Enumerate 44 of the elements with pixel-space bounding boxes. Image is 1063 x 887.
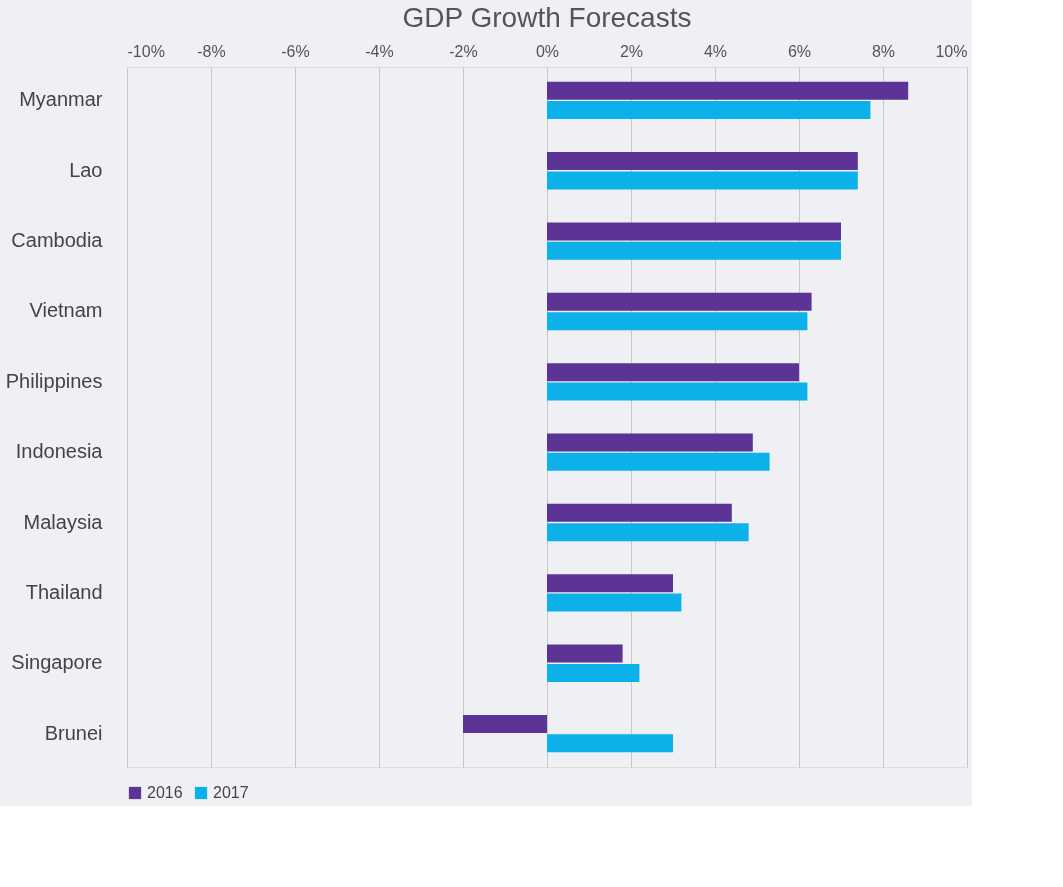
bar — [547, 574, 673, 593]
x-tick-label: 4% — [703, 42, 728, 60]
bar — [547, 523, 749, 542]
bar — [547, 503, 732, 522]
chart-title: GDP Growth Forecasts — [402, 2, 692, 33]
legend-label: 2017 — [213, 784, 249, 801]
y-tick-label: Lao — [69, 158, 103, 181]
x-tick-label: -8% — [197, 42, 226, 60]
x-tick-label: -2% — [449, 42, 478, 60]
x-tick-label: 6% — [787, 42, 812, 60]
x-tick-label: 8% — [871, 42, 896, 60]
bar — [547, 363, 799, 382]
y-tick-label: Thailand — [25, 580, 103, 603]
bar — [547, 171, 858, 190]
bar — [547, 734, 673, 753]
bar — [547, 663, 640, 682]
bar — [547, 382, 808, 401]
x-tick-label: -4% — [365, 42, 394, 60]
x-tick-label: 10% — [935, 42, 968, 60]
y-tick-label: Cambodia — [11, 229, 104, 252]
bar — [547, 452, 770, 471]
bar — [547, 81, 909, 100]
bar — [547, 152, 858, 171]
legend-label: 2016 — [147, 784, 183, 801]
bar — [547, 644, 623, 663]
bar — [547, 241, 841, 260]
bar — [547, 292, 812, 311]
y-tick-label: Singapore — [11, 651, 103, 674]
bar — [547, 101, 871, 120]
x-tick-label: -10% — [127, 42, 165, 60]
bar — [463, 714, 547, 733]
y-tick-label: Vietnam — [29, 299, 103, 322]
bar — [547, 222, 841, 241]
y-tick-label: Indonesia — [15, 440, 104, 463]
y-tick-label: Brunei — [44, 721, 103, 744]
x-tick-label: 2% — [619, 42, 644, 60]
y-tick-label: Philippines — [5, 369, 103, 392]
y-tick-label: Myanmar — [19, 88, 103, 111]
bar — [547, 593, 682, 612]
x-tick-label: -6% — [281, 42, 310, 60]
y-tick-label: Malaysia — [23, 510, 104, 533]
bar — [547, 312, 808, 331]
x-tick-label: 0% — [535, 42, 560, 60]
bar — [547, 433, 753, 452]
